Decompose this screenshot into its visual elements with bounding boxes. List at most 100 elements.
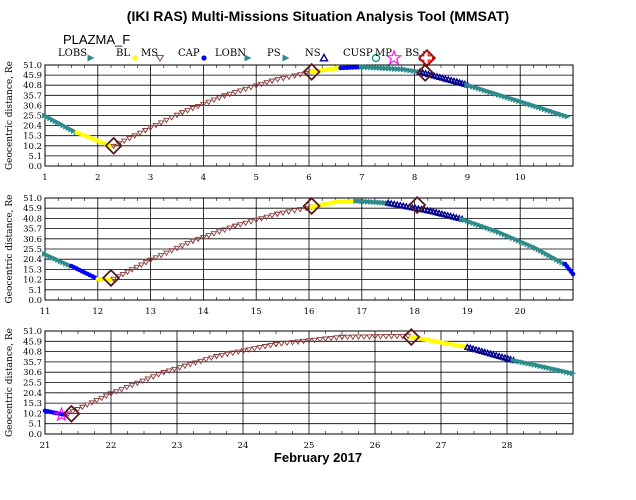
ms-point (252, 217, 260, 224)
ms-point (152, 122, 160, 129)
grid (44, 197, 573, 301)
segment-ns (384, 198, 466, 222)
ms-point (119, 271, 127, 278)
ms-point (221, 227, 228, 233)
ms-point (283, 340, 291, 347)
ms-point (250, 346, 258, 352)
boundary-bs-marker (104, 136, 123, 155)
ms-point (234, 349, 242, 356)
ms-point (382, 334, 390, 340)
boundary-bs-marker (101, 268, 121, 288)
ms-point (157, 120, 165, 126)
x-tick-label: 26 (370, 441, 381, 451)
ps-point (367, 64, 374, 71)
y-tick-label: 30.6 (23, 235, 42, 245)
ms-point (176, 365, 184, 371)
x-tick-label: 3 (148, 173, 153, 183)
ms-point (268, 78, 276, 85)
ms-point (83, 402, 91, 409)
legend-item-lobs: LOBS (58, 48, 95, 62)
ms-point (245, 347, 253, 353)
ps-point (410, 67, 417, 74)
ms-point (226, 91, 234, 98)
ms-point (107, 391, 115, 397)
ps-point (564, 113, 571, 120)
ms-point (199, 234, 207, 241)
y-tick-label: 5.1 (28, 152, 42, 162)
legend-item-lobn: LOBN (215, 48, 252, 62)
ms-point (142, 260, 150, 266)
ms-point (263, 80, 271, 86)
y-tick-label: 20.4 (23, 389, 42, 399)
boundary-bs-marker (62, 404, 81, 423)
ms-point (110, 276, 118, 283)
ms-point (168, 115, 176, 121)
ms-point (388, 334, 395, 340)
ms-point (110, 143, 118, 150)
ps-point (358, 63, 365, 70)
ms-point (229, 350, 237, 357)
ms-point (133, 380, 141, 387)
ms-point (102, 393, 110, 400)
y-tick-label: 40.8 (23, 348, 42, 358)
ms-point (213, 353, 221, 360)
segment-bl (309, 65, 343, 75)
legend-symbol-tri-up-open-icon (319, 53, 329, 62)
y-tick-label: 20.4 (23, 122, 42, 132)
ms-point (197, 358, 205, 365)
x-tick-label: 10 (515, 173, 526, 183)
y-tick-label: 51.0 (23, 327, 42, 337)
x-tick-label: 18 (409, 307, 420, 317)
ms-point (296, 72, 304, 78)
boundary-bs-marker (402, 327, 421, 347)
ms-point (231, 90, 239, 96)
ms-point (181, 363, 189, 370)
ms-point (186, 362, 194, 368)
ms-point (192, 360, 199, 366)
ms-point (215, 95, 223, 101)
x-tick-label: 24 (238, 441, 249, 451)
segment-ns (463, 343, 518, 364)
ms-point (285, 74, 293, 81)
y-tick-label: 51.0 (23, 61, 42, 71)
legend-symbol-tri-right-icon (87, 54, 95, 62)
ms-point (160, 370, 168, 376)
boundary-bs-marker (302, 196, 321, 216)
ms-point (377, 334, 384, 340)
legend-item-bl: BL (116, 48, 138, 61)
legend-label: PS (267, 48, 281, 59)
legend-symbol-tri-down-open-icon (155, 55, 165, 62)
ps-point (413, 68, 420, 75)
ms-point (165, 368, 173, 374)
ps-point (379, 65, 386, 72)
ms-point (163, 117, 170, 124)
ms-point (210, 231, 218, 237)
ms-point (258, 216, 265, 222)
y-tick-label: 15.3 (23, 265, 42, 275)
chart-title: (IKI RAS) Multi-Missions Situation Analy… (127, 8, 509, 24)
panel-3: 0.05.110.215.320.425.530.635.740.845.951… (5, 327, 576, 451)
ms-point (184, 108, 191, 114)
ms-point (78, 404, 86, 411)
ms-point (247, 85, 255, 91)
ms-point (210, 97, 218, 104)
ms-point (327, 335, 335, 342)
grid (44, 330, 573, 435)
ms-point (294, 339, 302, 345)
ms-point (256, 345, 264, 351)
x-tick-label: 2 (95, 173, 100, 183)
ps-point (398, 66, 405, 73)
legend-label: MS (141, 48, 158, 59)
ms-point (242, 86, 250, 93)
ms-point (393, 333, 401, 340)
legend-label: BL (116, 48, 130, 59)
x-axis-label: February 2017 (274, 450, 362, 465)
ms-point (144, 376, 152, 382)
legend-symbol-dot-icon (132, 55, 138, 61)
legend-label: NS (305, 48, 321, 59)
ms-point (300, 338, 307, 345)
chart-subtitle: PLAZMA_F (63, 32, 130, 47)
legend-item-ns: NS (305, 48, 329, 62)
ms-point (205, 233, 213, 239)
y-tick-label: 5.1 (28, 286, 42, 296)
